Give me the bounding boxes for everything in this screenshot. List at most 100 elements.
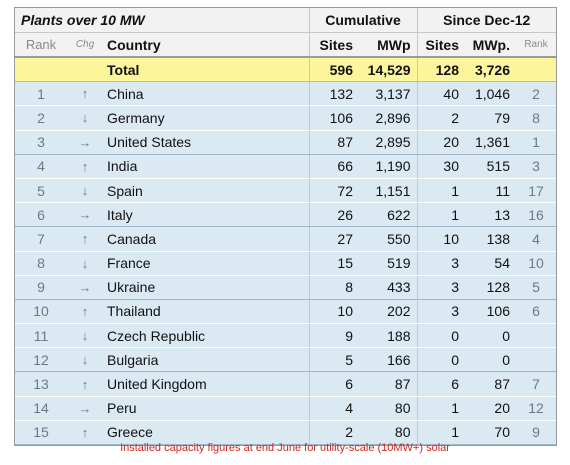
total-sites: 596 (308, 57, 359, 83)
row-since-sites: 0 (416, 323, 465, 349)
row-since-mwp: 0 (465, 347, 516, 373)
table-row: 9 → Ukraine 8 433 3 128 5 (15, 275, 556, 300)
row-country: India (103, 154, 309, 179)
row-sites: 2 (308, 420, 359, 446)
row-rank: 7 (15, 226, 67, 252)
row-country: Peru (103, 396, 309, 421)
total-mwp: 14,529 (359, 57, 417, 83)
col-since-sites: Sites (416, 32, 465, 58)
col-chg: Chg (67, 32, 103, 58)
col-since-rank: Rank (516, 32, 556, 58)
row-since-mwp: 11 (465, 178, 516, 204)
total-since-mwp: 3,726 (465, 57, 516, 83)
row-since-sites: 3 (416, 299, 465, 325)
row-change-arrow: ↑ (67, 420, 103, 446)
table-row: 1 ↑ China 132 3,137 40 1,046 2 (15, 81, 556, 107)
row-mwp: 80 (359, 396, 417, 421)
row-since-rank: 10 (516, 251, 556, 276)
row-since-mwp: 1,361 (465, 130, 516, 155)
row-since-rank: 5 (516, 275, 556, 300)
row-since-mwp: 70 (465, 420, 516, 446)
table-row: 6 → Italy 26 622 1 13 16 (15, 202, 556, 228)
row-mwp: 519 (359, 251, 417, 276)
row-since-rank: 2 (516, 81, 556, 107)
table-row: 10 ↑ Thailand 10 202 3 106 6 (15, 299, 556, 325)
row-mwp: 166 (359, 347, 417, 373)
row-since-sites: 3 (416, 251, 465, 276)
row-sites: 4 (308, 396, 359, 421)
row-since-sites: 1 (416, 202, 465, 228)
row-sites: 6 (308, 371, 359, 397)
row-since-sites: 0 (416, 347, 465, 373)
row-sites: 132 (308, 81, 359, 107)
row-since-rank: 4 (516, 226, 556, 252)
plants-table: Plants over 10 MW Cumulative Since Dec-1… (15, 8, 556, 446)
row-country: Czech Republic (103, 323, 309, 349)
total-since-sites: 128 (416, 57, 465, 83)
row-country: Bulgaria (103, 347, 309, 373)
row-rank: 2 (15, 105, 67, 131)
row-change-arrow: ↓ (67, 347, 103, 373)
table-row: 15 ↑ Greece 2 80 1 70 9 (15, 420, 556, 446)
row-change-arrow: → (67, 130, 103, 155)
row-since-mwp: 13 (465, 202, 516, 228)
table-row: 11 ↓ Czech Republic 9 188 0 0 (15, 323, 556, 349)
row-rank: 14 (15, 396, 67, 421)
row-since-sites: 30 (416, 154, 465, 179)
row-since-rank (516, 347, 556, 373)
col-country: Country (103, 32, 309, 58)
row-change-arrow: ↑ (67, 81, 103, 107)
group-cumulative: Cumulative (308, 8, 417, 33)
row-since-rank: 9 (516, 420, 556, 446)
col-sites: Sites (308, 32, 359, 58)
group-since: Since Dec-12 (416, 8, 556, 33)
row-since-sites: 1 (416, 420, 465, 446)
caption: Installed capacity figures at end June f… (120, 442, 450, 454)
row-since-rank: 17 (516, 178, 556, 204)
row-sites: 87 (308, 130, 359, 155)
row-since-mwp: 20 (465, 396, 516, 421)
row-since-rank: 16 (516, 202, 556, 228)
col-mwp: MWp (359, 32, 417, 58)
row-since-rank: 1 (516, 130, 556, 155)
row-sites: 106 (308, 105, 359, 131)
row-change-arrow: ↑ (67, 154, 103, 179)
total-row: Total 596 14,529 128 3,726 (15, 57, 556, 83)
row-rank: 8 (15, 251, 67, 276)
row-mwp: 622 (359, 202, 417, 228)
row-since-mwp: 0 (465, 323, 516, 349)
row-since-sites: 2 (416, 105, 465, 131)
row-mwp: 87 (359, 371, 417, 397)
row-rank: 12 (15, 347, 67, 373)
row-sites: 15 (308, 251, 359, 276)
row-country: Canada (103, 226, 309, 252)
row-mwp: 1,151 (359, 178, 417, 204)
row-change-arrow: ↑ (67, 226, 103, 252)
row-sites: 27 (308, 226, 359, 252)
row-rank: 13 (15, 371, 67, 397)
row-since-rank (516, 323, 556, 349)
row-since-sites: 20 (416, 130, 465, 155)
row-change-arrow: ↓ (67, 105, 103, 131)
row-mwp: 202 (359, 299, 417, 325)
row-sites: 72 (308, 178, 359, 204)
row-country: Ukraine (103, 275, 309, 300)
row-rank: 4 (15, 154, 67, 179)
row-country: United States (103, 130, 309, 155)
row-rank: 5 (15, 178, 67, 204)
row-since-mwp: 106 (465, 299, 516, 325)
row-since-mwp: 54 (465, 251, 516, 276)
row-mwp: 80 (359, 420, 417, 446)
table-title: Plants over 10 MW (15, 8, 309, 33)
row-change-arrow: → (67, 202, 103, 228)
row-change-arrow: ↑ (67, 371, 103, 397)
row-sites: 5 (308, 347, 359, 373)
row-country: China (103, 81, 309, 107)
row-mwp: 433 (359, 275, 417, 300)
table-row: 3 → United States 87 2,895 20 1,361 1 (15, 130, 556, 155)
row-change-arrow: ↓ (67, 178, 103, 204)
row-sites: 10 (308, 299, 359, 325)
row-since-rank: 3 (516, 154, 556, 179)
row-change-arrow: ↑ (67, 299, 103, 325)
total-label: Total (103, 57, 309, 83)
